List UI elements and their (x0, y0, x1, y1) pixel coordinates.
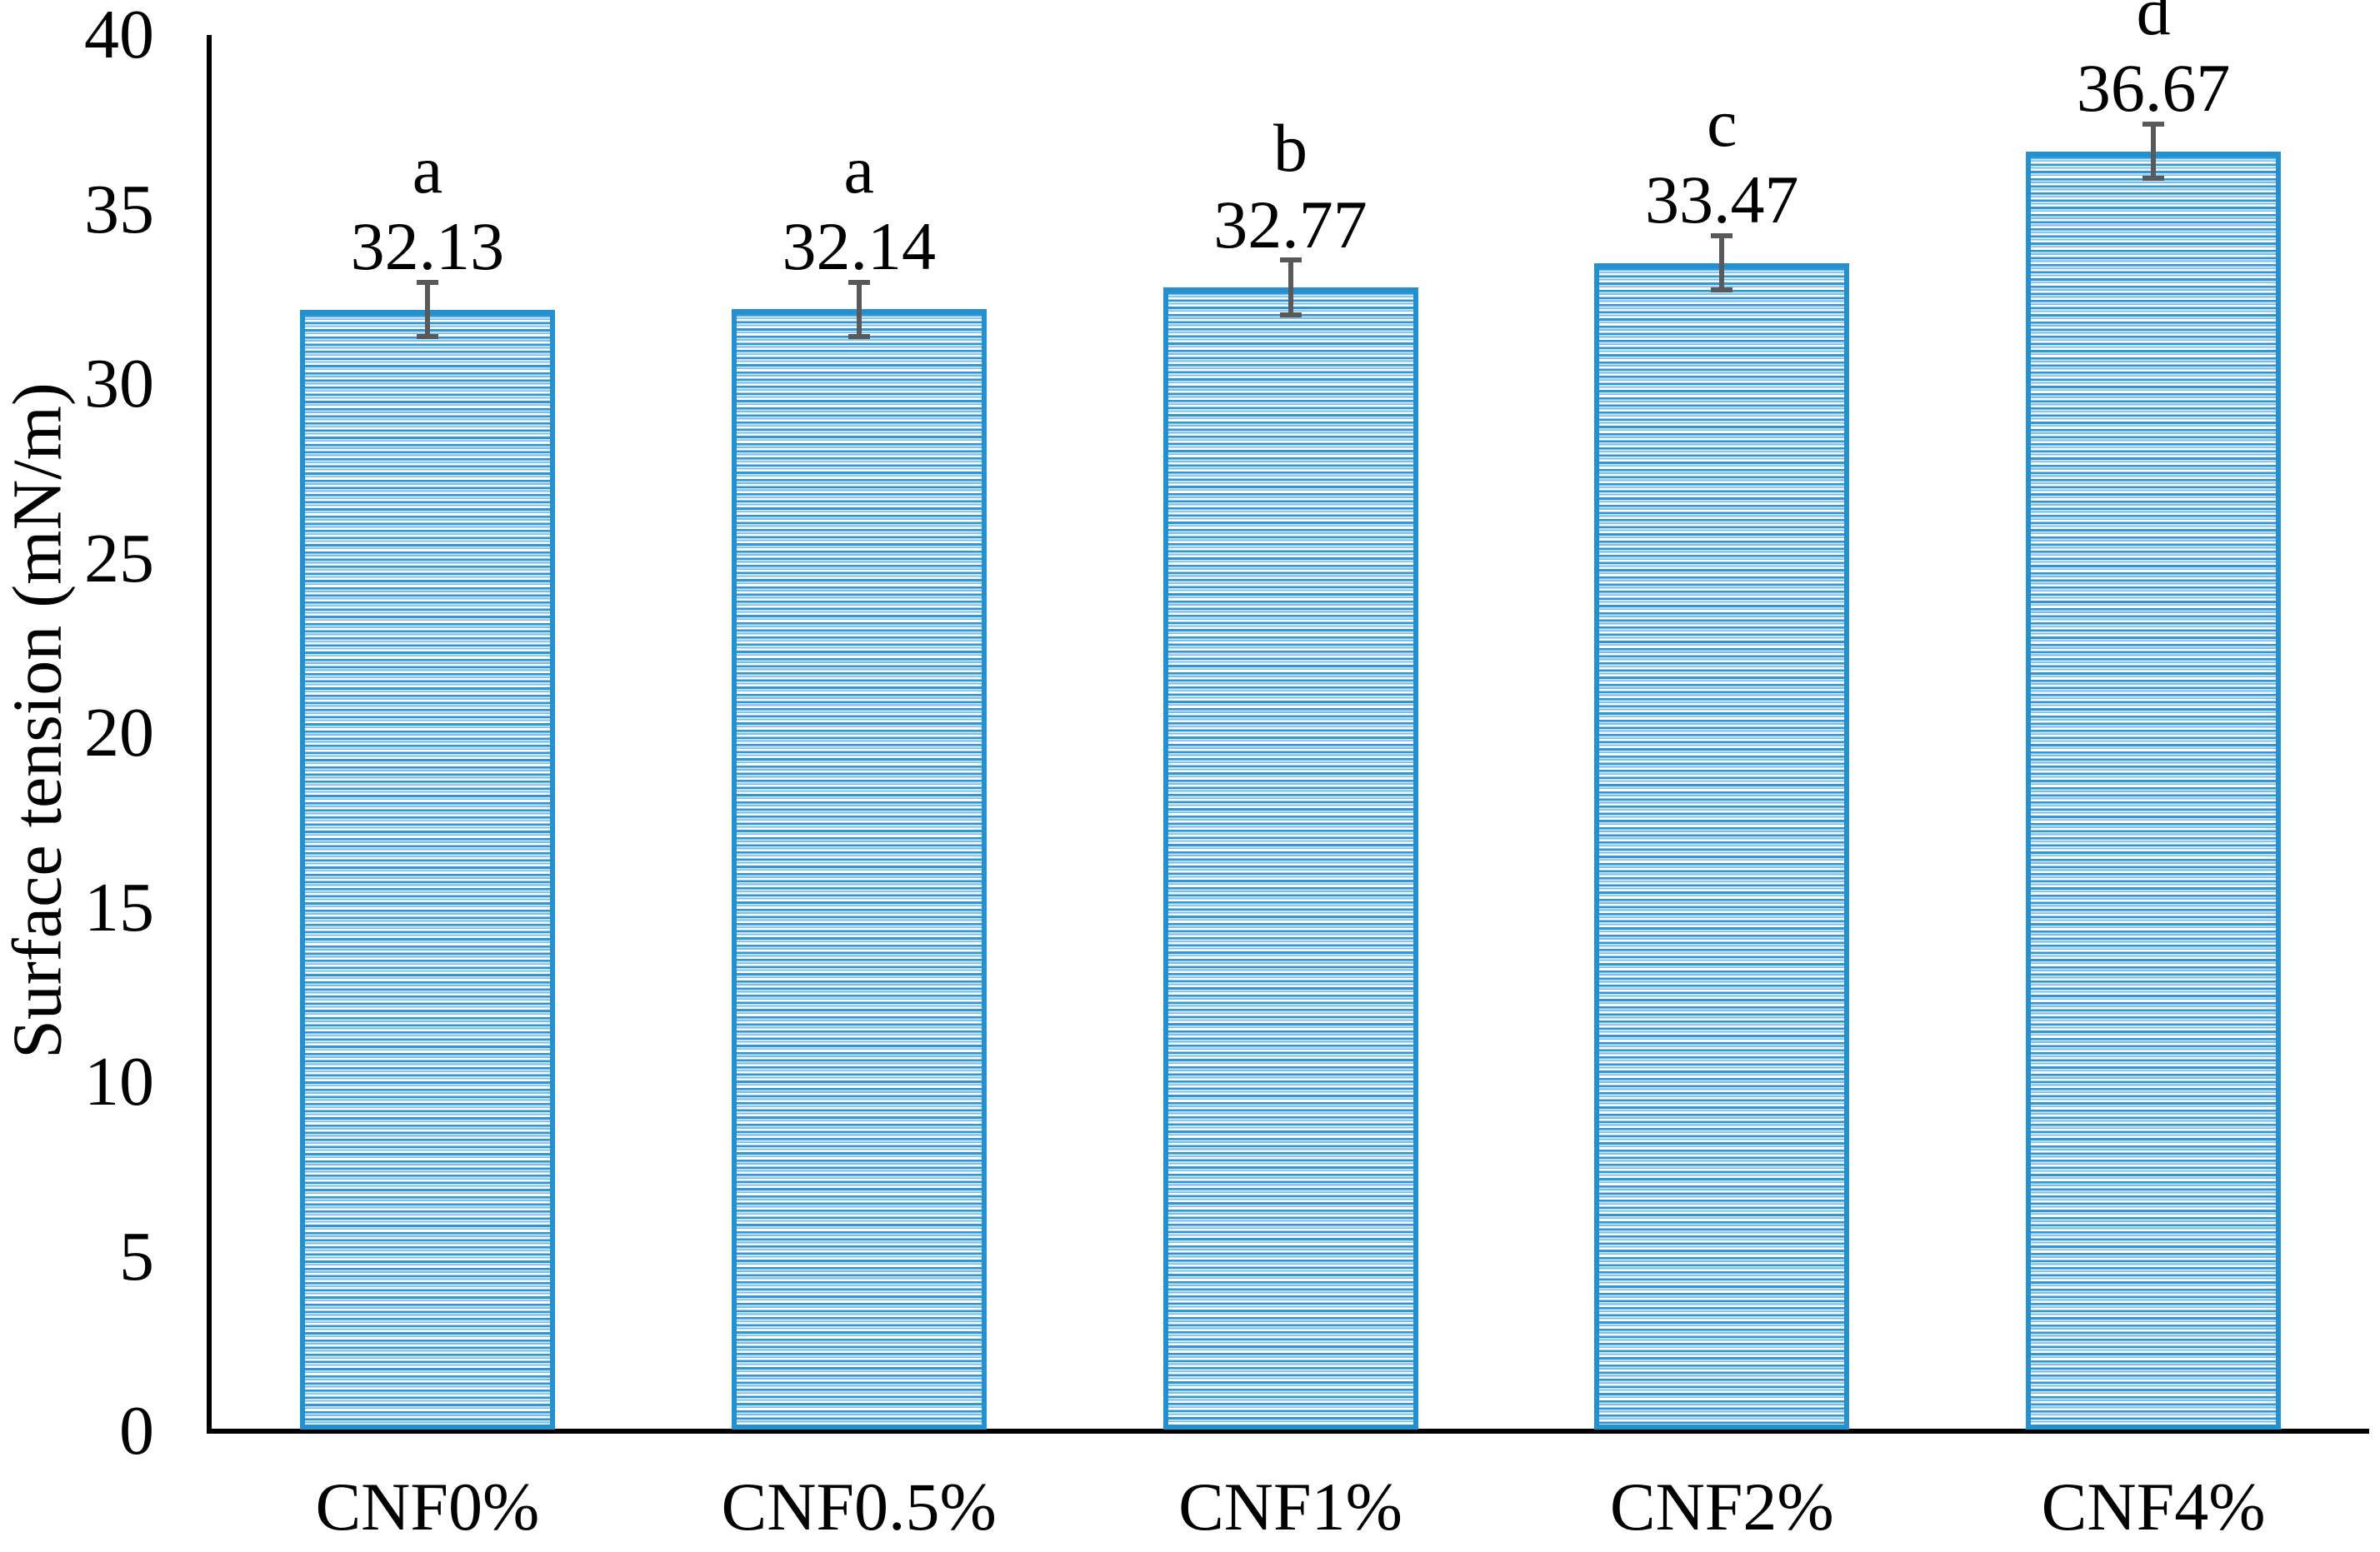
significance-letter-CNF0.5%: a (843, 132, 874, 208)
y-tick-label-0: 0 (119, 1392, 154, 1470)
y-tick-label-35: 35 (84, 170, 154, 248)
bar-label-CNF4%: d 36.67 (1937, 0, 2370, 127)
error-bar-line-CNF1% (1288, 257, 1293, 317)
significance-letter-CNF0%: a (412, 132, 443, 208)
y-axis-line (207, 35, 212, 1434)
bar-CNF1% (1162, 287, 1418, 1430)
bar-label-CNF1%: b 32.77 (1074, 110, 1508, 263)
error-bar-line-CNF0.5% (856, 279, 862, 339)
x-tick-label-CNF2%: CNF2% (1609, 1469, 1834, 1545)
y-tick-label-10: 10 (84, 1043, 154, 1120)
x-tick-label-CNF0.5%: CNF0.5% (721, 1469, 997, 1545)
y-tick-label-30: 30 (84, 345, 154, 422)
y-tick-label-40: 40 (84, 0, 154, 73)
error-bar-bottom-cap-CNF0% (416, 334, 438, 340)
bar-CNF0% (299, 309, 555, 1430)
bar-value-CNF1%: 32.77 (1213, 186, 1368, 262)
bar-CNF0.5% (731, 309, 987, 1430)
significance-letter-CNF4%: d (2136, 0, 2171, 50)
x-tick-label-CNF4%: CNF4% (2041, 1469, 2266, 1545)
error-bar-line-CNF2% (1719, 232, 1725, 293)
x-axis-line (207, 1429, 2369, 1434)
bar-CNF4% (2026, 151, 2282, 1430)
bar-label-CNF0.5%: a 32.14 (642, 132, 1076, 285)
x-tick-label-CNF1%: CNF1% (1178, 1469, 1402, 1545)
significance-letter-CNF1%: b (1273, 109, 1308, 186)
error-bar-bottom-cap-CNF1% (1279, 312, 1302, 317)
x-tick-label-CNF0%: CNF0% (315, 1469, 540, 1545)
error-bar-bottom-cap-CNF2% (1711, 287, 1733, 293)
bar-value-CNF0%: 32.13 (350, 208, 505, 285)
error-bar-top-cap-CNF1% (1279, 257, 1302, 263)
bar-value-CNF0.5%: 32.14 (782, 207, 936, 284)
error-bar-top-cap-CNF0% (416, 280, 438, 286)
bar-value-CNF2%: 33.47 (1645, 162, 1799, 238)
error-bar-top-cap-CNF2% (1711, 232, 1733, 238)
error-bar-bottom-cap-CNF4% (2142, 176, 2165, 182)
error-bar-top-cap-CNF4% (2142, 121, 2165, 127)
y-tick-label-20: 20 (84, 694, 154, 771)
bar-CNF2% (1594, 262, 1850, 1430)
bar-value-CNF4%: 36.67 (2076, 50, 2231, 127)
bar-label-CNF2%: c 33.47 (1505, 85, 1938, 238)
y-tick-label-5: 5 (119, 1217, 154, 1295)
bar-label-CNF0%: a 32.13 (211, 132, 644, 285)
y-tick-label-15: 15 (84, 868, 154, 946)
y-tick-label-25: 25 (84, 519, 154, 597)
significance-letter-CNF2%: c (1707, 85, 1738, 162)
error-bar-line-CNF4% (2151, 121, 2157, 182)
error-bar-line-CNF0% (424, 280, 430, 340)
error-bar-bottom-cap-CNF0.5% (848, 333, 870, 339)
error-bar-top-cap-CNF0.5% (848, 279, 870, 285)
